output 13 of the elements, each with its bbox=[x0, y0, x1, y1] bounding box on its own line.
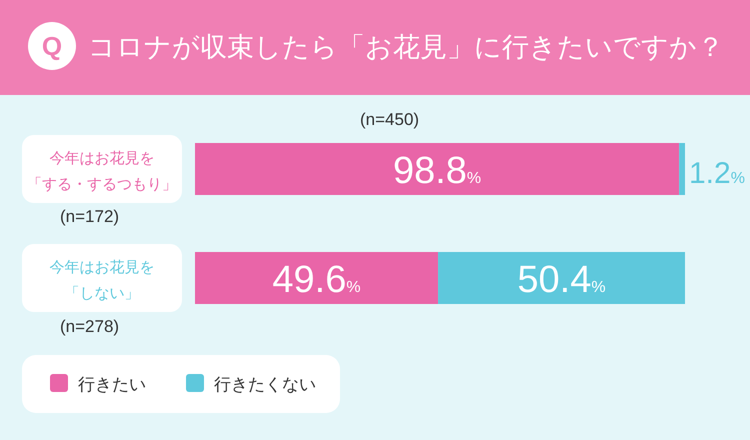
data-label: 50.4% bbox=[517, 259, 606, 301]
legend-label: 行きたい bbox=[78, 375, 146, 394]
data-label: 98.8% bbox=[392, 150, 482, 192]
data-label: 49.6% bbox=[272, 259, 361, 301]
data-label: 1.2% bbox=[689, 157, 745, 190]
legend-label: 行きたくない bbox=[214, 375, 316, 394]
text: (n=278) bbox=[60, 317, 120, 336]
y-tick-label: 今年はお花見を「する・するつもり」 bbox=[27, 150, 177, 193]
y-tick-label: 今年はお花見を「しない」 bbox=[50, 259, 154, 302]
text: (n=172) bbox=[60, 207, 120, 226]
annotation: (n=450) bbox=[360, 110, 420, 129]
chart-title: コロナが収束したら「お花見」に行きたいですか？ bbox=[88, 32, 724, 62]
text: Q bbox=[42, 31, 62, 61]
